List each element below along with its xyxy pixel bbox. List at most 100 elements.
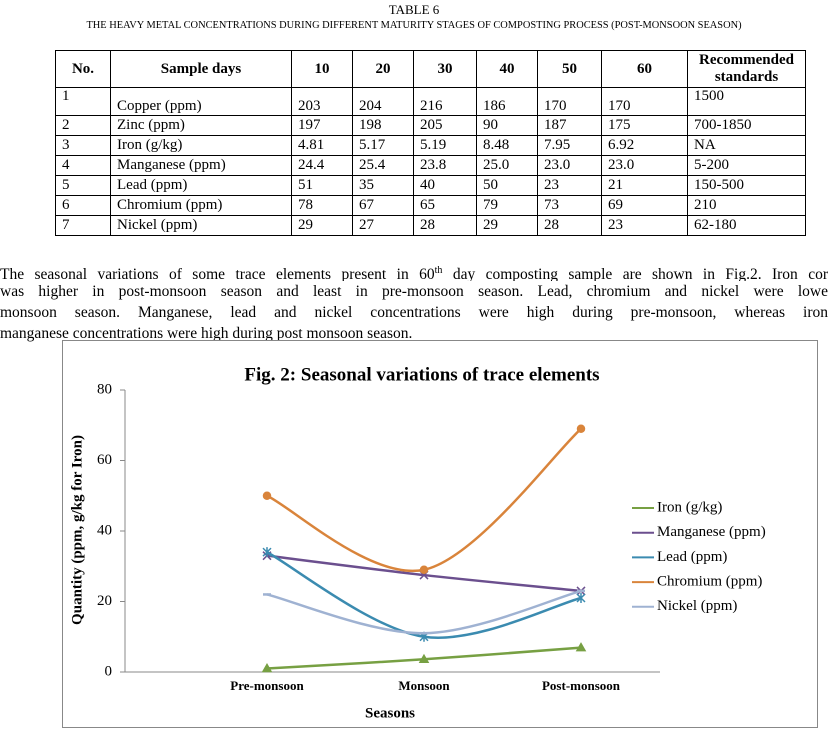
legend-label: Nickel (ppm) [657, 598, 737, 614]
table-cell: 6.92 [601, 135, 688, 156]
data-point [419, 565, 429, 575]
legend-label: Manganese (ppm) [657, 524, 766, 540]
paragraph-line: monsoon season. Manganese, lead and nick… [0, 304, 828, 321]
table-cell: 23.8 [413, 155, 477, 176]
table-label: TABLE 6 [388, 2, 440, 17]
chart-border [62, 340, 818, 728]
table-row: 6 Chromium (ppm) 78 67 65 79 73 69 210 [55, 195, 806, 216]
table-cell: 1500 [687, 87, 806, 116]
y-tick-label: 40 [97, 522, 112, 538]
table-cell: 40 [413, 175, 477, 196]
table-cell: 170 [601, 87, 688, 116]
table-cell: 1 [55, 87, 111, 116]
table-row: 4 Manganese (ppm) 24.4 25.4 23.8 25.0 23.0 23.0… [55, 155, 806, 176]
text: day composting sample are shown in Fig.2… [452, 266, 828, 281]
paragraph-line: The seasonal variations of some trace el… [0, 260, 828, 281]
table-cell: 7 [55, 215, 111, 236]
table-title: THE HEAVY METAL CONCENTRATIONS DURING DI… [86, 20, 742, 31]
y-tick-label: 80 [97, 381, 112, 397]
table-cell: 69 [601, 195, 688, 216]
table-cell: 90 [476, 115, 538, 136]
table-cell: 24.4 [291, 155, 353, 176]
table-cell: NA [687, 135, 806, 156]
y-tick-label: 60 [97, 452, 112, 468]
table-cell: 5 [55, 175, 111, 196]
superscript: th [434, 265, 443, 276]
table-cell: 27 [352, 215, 414, 236]
table-cell: 2 [55, 115, 111, 136]
table-cell: 186 [476, 87, 538, 116]
x-axis-label: Seasons [365, 705, 415, 721]
table-cell: 25.0 [476, 155, 538, 176]
table-cell: 28 [537, 215, 602, 236]
column-header: No. [55, 50, 111, 88]
table-cell: 73 [537, 195, 602, 216]
table-cell: 5-200 [687, 155, 806, 176]
data-point [575, 642, 587, 652]
data-point [576, 424, 586, 434]
table-row: 2 Zinc (ppm) 197 198 205 90 187 175 700-1850 [55, 115, 806, 136]
table-cell: Nickel (ppm) [110, 215, 292, 236]
table-cell: Iron (g/kg) [110, 135, 292, 156]
table-cell: 28 [413, 215, 477, 236]
table-cell: 50 [476, 175, 538, 196]
legend-label: Iron (g/kg) [657, 499, 722, 515]
table-cell: 7.95 [537, 135, 602, 156]
table-cell: Manganese (ppm) [110, 155, 292, 176]
marker-part [575, 642, 587, 652]
table-cell: 700-1850 [687, 115, 806, 136]
table-cell: 23 [537, 175, 602, 196]
paragraph-line: was higher in post-monsoon season and le… [0, 283, 828, 300]
marker-part [419, 565, 429, 575]
table-cell: 197 [291, 115, 353, 136]
column-header: Recommended standards [687, 50, 806, 88]
table-cell: 4.81 [291, 135, 353, 156]
table-row: 3 Iron (g/kg) 4.81 5.17 5.19 8.48 7.95 6.92 NA [55, 135, 806, 156]
data-point [262, 491, 272, 500]
table-cell: 205 [413, 115, 477, 136]
header-row: No. Sample days 10 20 30 40 50 60 Recommended st… [55, 50, 806, 88]
table-cell: 79 [476, 195, 538, 216]
table-cell: 150-500 [687, 175, 806, 196]
data-table: No. Sample days 10 20 30 40 50 60 Recommended st… [55, 50, 806, 236]
table-row: 7 Nickel (ppm) 29 27 28 29 28 23 62-180 [55, 215, 806, 236]
data-point [261, 662, 273, 673]
table-cell: 216 [413, 87, 477, 116]
column-header: 20 [352, 50, 414, 88]
table-cell: 51 [291, 175, 353, 196]
table-cell: 5.19 [413, 135, 477, 156]
table-cell: 23.0 [601, 155, 688, 176]
table-cell: 198 [352, 115, 414, 136]
column-header: Sample days [110, 50, 292, 88]
table-cell: 25.4 [352, 155, 414, 176]
marker-part [262, 547, 272, 558]
table-cell: 21 [601, 175, 688, 196]
table-cell: 67 [352, 195, 414, 216]
table-cell: Chromium (ppm) [110, 195, 292, 216]
legend-label: Lead (ppm) [657, 549, 727, 565]
table-cell: 175 [601, 115, 688, 136]
table-cell: 210 [687, 195, 806, 216]
table-cell: 23 [601, 215, 688, 236]
table-cell: 170 [537, 87, 602, 116]
table-cell: 29 [476, 215, 538, 236]
table-cell: 8.48 [476, 135, 538, 156]
column-header: 50 [537, 50, 602, 88]
column-header: 40 [476, 50, 538, 88]
table-cell: 3 [55, 135, 111, 156]
chart: Fig. 2: Seasonal variations of trace ele… [62, 340, 818, 728]
table-cell: 62-180 [687, 215, 806, 236]
column-header: 30 [413, 50, 477, 88]
legend-label: Chromium (ppm) [657, 574, 762, 590]
table-row: 5 Lead (ppm) 51 35 40 50 23 21 150-500 [55, 175, 806, 196]
table-cell: 5.17 [352, 135, 414, 156]
paragraph: The seasonal variations of some trace el… [0, 260, 828, 344]
chart-title: Fig. 2: Seasonal variations of trace ele… [244, 364, 599, 385]
table-cell: 29 [291, 215, 353, 236]
y-axis-label: Quantity (ppm, g/kg for Iron) [69, 435, 85, 625]
paragraph-line: manganese concentrations were high durin… [0, 325, 413, 342]
table-cell: 203 [291, 87, 353, 116]
y-tick-label: 20 [97, 593, 112, 609]
table-row: 1 Copper (ppm) 203 204 216 186 170 170 1500 [55, 87, 806, 116]
